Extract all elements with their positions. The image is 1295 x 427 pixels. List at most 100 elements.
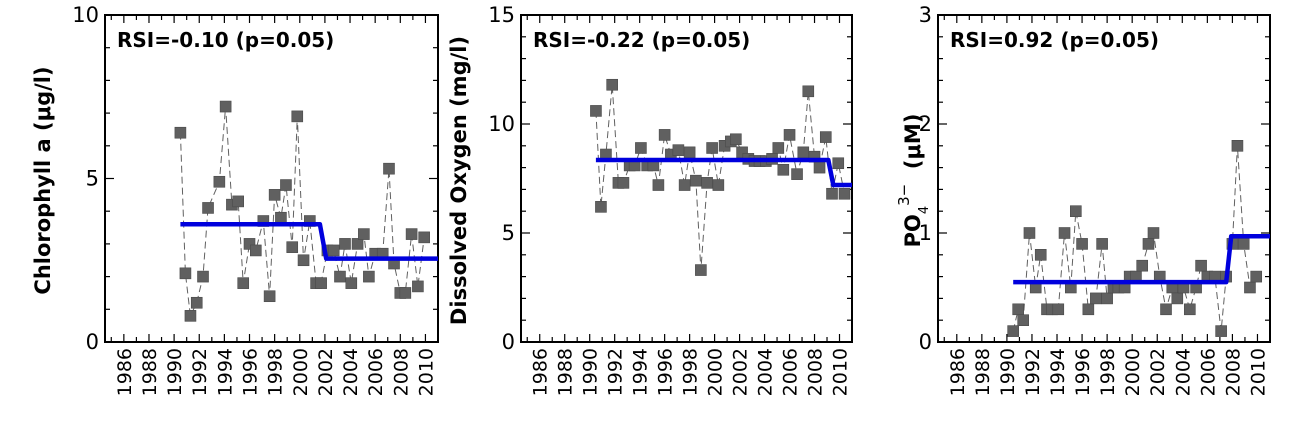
data-point bbox=[832, 157, 845, 170]
x-tick-label: 1988 bbox=[555, 348, 577, 396]
data-point bbox=[730, 133, 742, 146]
y-axis-label: Dissolved Oxygen (mg/l) bbox=[447, 36, 471, 325]
x-tick-label: 2010 bbox=[830, 348, 852, 396]
y-tick-label: 0 bbox=[919, 330, 932, 354]
regime-shift-line bbox=[180, 222, 438, 261]
data-point bbox=[1023, 227, 1036, 239]
rsi-annotation: RSI=-0.10 (p=0.05) bbox=[117, 28, 334, 52]
data-point bbox=[213, 175, 226, 188]
data-point bbox=[237, 277, 250, 289]
data-point bbox=[358, 228, 370, 240]
x-tick-label: 2000 bbox=[1122, 348, 1144, 396]
y-tick-label: 5 bbox=[502, 221, 515, 245]
regime-shift-line bbox=[1013, 234, 1270, 285]
x-tick-label: 2006 bbox=[1197, 348, 1219, 396]
data-point bbox=[1142, 238, 1155, 250]
data-point bbox=[174, 126, 187, 139]
data-point bbox=[606, 78, 618, 91]
data-point bbox=[345, 277, 358, 289]
data-point bbox=[399, 287, 412, 299]
data-point bbox=[701, 177, 713, 189]
rsi-annotation: RSI=0.92 (p=0.05) bbox=[950, 28, 1159, 52]
data-point bbox=[263, 290, 276, 303]
data-point bbox=[797, 146, 810, 159]
data-point bbox=[363, 270, 375, 283]
x-tick-label: 1986 bbox=[530, 348, 552, 396]
data-point bbox=[1052, 303, 1065, 316]
data-point bbox=[1007, 325, 1019, 337]
data-point bbox=[1058, 227, 1071, 239]
chart-panel-1: 1986 1988 1990 1992 1994 1996 1998 2000 2002 2004… bbox=[31, 3, 439, 396]
x-tick-label: 2008 bbox=[1222, 348, 1244, 396]
data-point bbox=[405, 228, 418, 240]
regime-shift-line bbox=[595, 157, 852, 188]
x-tick-label: 2002 bbox=[315, 348, 337, 396]
x-tick-label: 1988 bbox=[139, 348, 161, 396]
data-point bbox=[1090, 292, 1102, 305]
series-dashed-line bbox=[179, 106, 425, 318]
data-point bbox=[339, 238, 351, 250]
data-point bbox=[695, 264, 707, 276]
data-point bbox=[249, 244, 262, 257]
data-point bbox=[179, 267, 192, 280]
data-point bbox=[783, 129, 796, 141]
data-point bbox=[678, 179, 691, 191]
data-point bbox=[1082, 303, 1095, 316]
data-point bbox=[658, 129, 671, 141]
x-tick-label: 1996 bbox=[655, 348, 677, 396]
data-point bbox=[826, 187, 838, 200]
y-tick-label: 0 bbox=[86, 330, 99, 354]
y-axis-label: PO43− (μM) bbox=[895, 114, 932, 248]
data-point bbox=[243, 238, 256, 250]
x-tick-label: 1986 bbox=[114, 348, 136, 396]
y-axis-label: Chlorophyll a (μg/l) bbox=[31, 66, 55, 294]
data-point bbox=[280, 179, 292, 191]
data-point bbox=[690, 174, 702, 187]
y-tick-label: 10 bbox=[488, 112, 515, 136]
data-point bbox=[791, 168, 803, 180]
x-tick-label: 1998 bbox=[265, 348, 287, 396]
x-tick-label: 1998 bbox=[680, 348, 702, 396]
x-tick-label: 1990 bbox=[164, 348, 186, 396]
data-point bbox=[1034, 249, 1047, 261]
x-tick-label: 1992 bbox=[189, 348, 211, 396]
x-tick-label: 1998 bbox=[1097, 348, 1119, 396]
data-point bbox=[819, 131, 832, 143]
chart-panel-2: 1986 1988 1990 1992 1994 1996 1998 2000 2002 2004… bbox=[447, 3, 853, 396]
data-point bbox=[1231, 140, 1244, 152]
x-tick-label: 2000 bbox=[290, 348, 312, 396]
y-tick-label: 2 bbox=[919, 112, 932, 136]
data-point bbox=[777, 163, 790, 176]
data-point bbox=[1250, 270, 1263, 283]
data-point bbox=[327, 244, 340, 257]
x-tick-label: 2000 bbox=[705, 348, 727, 396]
data-point bbox=[418, 231, 430, 244]
data-point bbox=[232, 195, 244, 208]
data-point bbox=[1136, 259, 1149, 272]
y-tick-label: 3 bbox=[919, 3, 932, 27]
data-point bbox=[1184, 303, 1196, 316]
data-point bbox=[772, 142, 785, 154]
series-dashed-line bbox=[1012, 145, 1257, 332]
data-point bbox=[291, 110, 304, 123]
x-tick-label: 1990 bbox=[580, 348, 602, 396]
data-point bbox=[712, 179, 725, 191]
series-dashed-line bbox=[595, 84, 845, 271]
x-tick-label: 1994 bbox=[630, 348, 652, 396]
data-point bbox=[219, 100, 232, 113]
data-point bbox=[1160, 303, 1172, 316]
data-point bbox=[1195, 259, 1207, 272]
data-point bbox=[334, 270, 346, 283]
data-point bbox=[1096, 238, 1108, 250]
data-point bbox=[1171, 292, 1184, 305]
rsi-annotation: RSI=-0.22 (p=0.05) bbox=[533, 28, 750, 52]
x-tick-label: 1996 bbox=[1072, 348, 1094, 396]
data-point bbox=[383, 162, 395, 175]
data-point bbox=[617, 177, 630, 189]
data-point bbox=[595, 201, 607, 213]
x-tick-label: 2008 bbox=[805, 348, 827, 396]
y-tick-label: 5 bbox=[86, 167, 99, 191]
data-point bbox=[1147, 227, 1160, 239]
data-point bbox=[190, 296, 203, 309]
data-point bbox=[297, 254, 310, 267]
